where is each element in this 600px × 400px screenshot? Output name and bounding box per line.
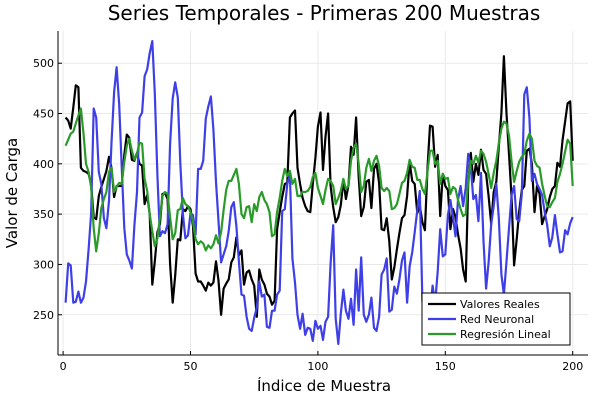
x-tick-label: 0 [60, 360, 67, 373]
legend: Valores Reales Red Neuronal Regresión Line… [421, 292, 571, 346]
x-tick-label: 200 [562, 360, 583, 373]
y-tick-label: 500 [33, 57, 54, 70]
y-tick-label: 250 [33, 309, 54, 322]
tick-labels: 0 50 100 150 200 250 300 350 400 450 500 [33, 57, 583, 373]
y-tick-label: 350 [33, 208, 54, 221]
series-line-1 [64, 55, 574, 318]
y-axis-label: Valor de Carga [3, 138, 21, 248]
x-tick-label: 50 [184, 360, 198, 373]
y-tick-label: 300 [33, 258, 54, 271]
x-axis-label: Índice de Muestra [257, 376, 391, 395]
legend-label: Red Neuronal [460, 313, 534, 326]
y-tick-label: 450 [33, 108, 54, 121]
x-tick-label: 150 [435, 360, 456, 373]
series-line-3 [64, 107, 574, 253]
series-lines [64, 40, 574, 345]
x-tick-label: 100 [307, 360, 328, 373]
chart-title: Series Temporales - Primeras 200 Muestra… [108, 1, 541, 25]
y-tick-label: 400 [33, 158, 54, 171]
axes [57, 31, 588, 356]
legend-label: Regresión Lineal [460, 328, 551, 341]
legend-label: Valores Reales [460, 298, 540, 311]
series-line-2 [64, 40, 574, 345]
